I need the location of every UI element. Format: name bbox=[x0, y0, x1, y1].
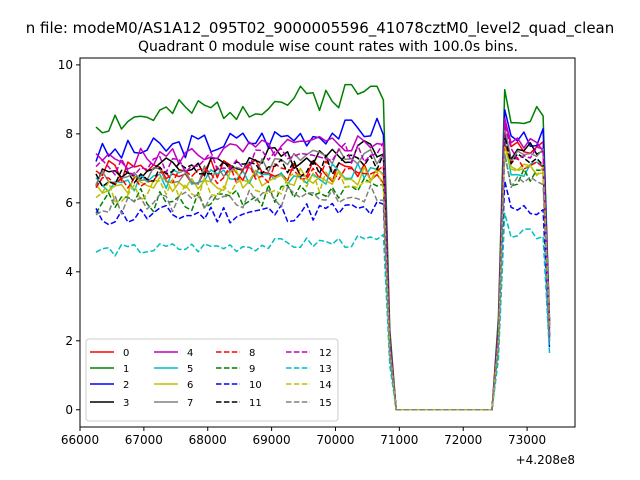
figure-suptitle: n file: modeM0/AS1A12_095T02_9000005596_… bbox=[26, 19, 615, 38]
x-tick-label: 69000 bbox=[253, 433, 291, 447]
y-tick-label: 0 bbox=[65, 403, 73, 417]
y-tick-label: 6 bbox=[65, 196, 73, 210]
x-offset-label: +4.208e8 bbox=[516, 453, 575, 467]
x-tick-label: 70000 bbox=[316, 433, 354, 447]
y-tick-label: 2 bbox=[65, 334, 73, 348]
y-tick-label: 4 bbox=[65, 265, 73, 279]
x-tick-label: 67000 bbox=[125, 433, 163, 447]
legend-label-13: 13 bbox=[319, 364, 332, 375]
legend-label-9: 9 bbox=[249, 364, 255, 375]
legend-box bbox=[85, 338, 339, 422]
x-tick-label: 66000 bbox=[61, 433, 99, 447]
x-tick-label: 68000 bbox=[189, 433, 227, 447]
x-tick-label: 71000 bbox=[380, 433, 418, 447]
series-line-15 bbox=[95, 152, 551, 411]
legend-label-12: 12 bbox=[319, 348, 332, 359]
series-line-9 bbox=[95, 152, 551, 411]
legend-label-8: 8 bbox=[249, 348, 255, 359]
legend-label-14: 14 bbox=[319, 380, 332, 391]
x-tick-label: 72000 bbox=[444, 433, 482, 447]
legend-label-10: 10 bbox=[249, 380, 262, 391]
legend-label-0: 0 bbox=[123, 348, 129, 359]
x-tick-label: 73000 bbox=[508, 433, 546, 447]
legend-label-11: 11 bbox=[249, 398, 262, 409]
legend-label-5: 5 bbox=[187, 364, 193, 375]
legend-label-7: 7 bbox=[187, 398, 193, 409]
legend-label-6: 6 bbox=[187, 380, 193, 391]
legend-label-2: 2 bbox=[123, 380, 129, 391]
axes-title: Quadrant 0 module wise count rates with … bbox=[138, 39, 518, 55]
legend-label-3: 3 bbox=[123, 398, 129, 409]
series-line-14 bbox=[95, 146, 551, 411]
legend-label-4: 4 bbox=[187, 348, 193, 359]
legend-label-1: 1 bbox=[123, 364, 129, 375]
axes-frame bbox=[79, 57, 576, 428]
y-tick-label: 10 bbox=[58, 58, 73, 72]
legend-label-15: 15 bbox=[319, 398, 332, 409]
y-tick-label: 8 bbox=[65, 127, 73, 141]
